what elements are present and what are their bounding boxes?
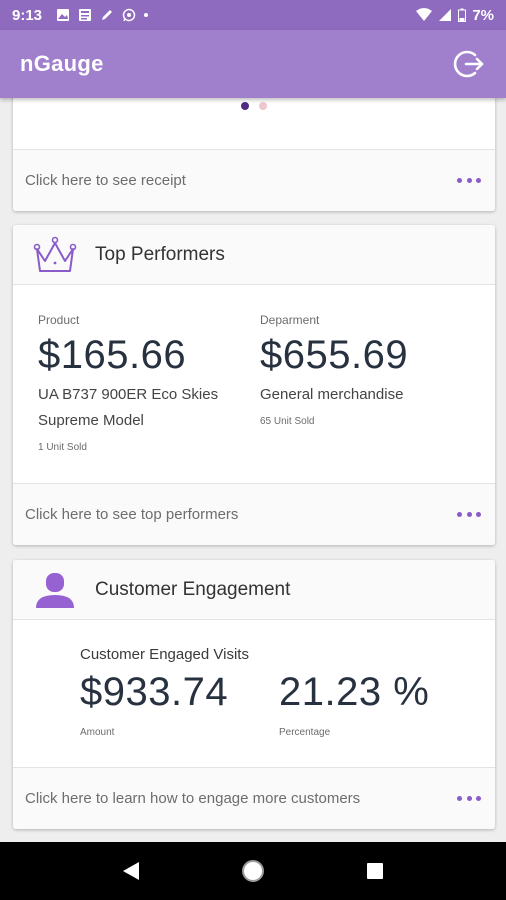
home-icon: [242, 860, 264, 882]
status-time: 9:13: [12, 6, 43, 24]
product-value: $165.66: [38, 333, 187, 377]
back-button[interactable]: [111, 851, 151, 891]
recents-button[interactable]: [355, 851, 395, 891]
percentage-value: 21.23 %: [279, 670, 430, 714]
department-metric: Deparment $655.69 General merchandise 65…: [260, 313, 480, 427]
department-value: $655.69: [260, 333, 409, 377]
receipt-more-button[interactable]: [455, 169, 483, 193]
product-units-sold: 1 Unit Sold: [38, 442, 87, 453]
receipt-card: Click here to see receipt: [13, 98, 495, 211]
engage-customers-link[interactable]: Click here to learn how to engage more c…: [25, 790, 361, 807]
amount-metric: $933.74 Amount: [80, 664, 228, 738]
battery-icon: [458, 8, 467, 22]
image-icon: [57, 9, 70, 21]
battery-percent: 7%: [472, 6, 494, 24]
news-icon: [79, 9, 92, 21]
back-icon: [123, 862, 139, 880]
status-bar: 9:13 7%: [0, 0, 506, 30]
department-name: General merchandise: [260, 386, 404, 403]
engaged-visits-subtitle: Customer Engaged Visits: [80, 646, 249, 663]
top-performers-card: Top Performers Product $165.66 UA B737 9…: [13, 225, 495, 545]
carousel-indicator: [241, 102, 267, 110]
see-top-performers-link[interactable]: Click here to see top performers: [25, 506, 239, 523]
customer-engagement-more-button[interactable]: [455, 787, 483, 811]
see-receipt-link[interactable]: Click here to see receipt: [25, 172, 186, 189]
edit-icon: [102, 10, 113, 20]
navigation-bar: [0, 842, 506, 900]
recents-icon: [367, 863, 383, 879]
receipt-card-footer: Click here to see receipt: [13, 149, 495, 211]
product-label: Product: [38, 313, 80, 327]
top-performers-title: Top Performers: [95, 243, 225, 265]
department-units-sold: 65 Unit Sold: [260, 416, 315, 427]
percentage-label: Percentage: [279, 727, 331, 738]
carousel-dot-active[interactable]: [241, 102, 249, 110]
amount-value: $933.74: [80, 670, 229, 714]
customer-engagement-card: Customer Engagement Customer Engaged Vis…: [13, 560, 495, 829]
notification-dot-icon: [144, 13, 149, 17]
customer-engagement-header: Customer Engagement: [13, 560, 495, 620]
app-title: nGauge: [20, 51, 104, 76]
top-performers-more-button[interactable]: [455, 503, 483, 527]
customer-engagement-title: Customer Engagement: [95, 578, 291, 600]
dashboard-content[interactable]: Click here to see receipt Top Performers…: [0, 98, 506, 842]
person-icon: [36, 572, 74, 608]
product-name-line2: Supreme Model: [38, 412, 144, 429]
wifi-icon: [416, 8, 433, 21]
product-name-line1: UA B737 900ER Eco Skies: [38, 386, 219, 403]
whatsapp-icon: [122, 8, 136, 22]
app-bar: nGauge: [0, 30, 506, 98]
product-metric: Product $165.66 UA B737 900ER Eco Skies …: [38, 313, 248, 453]
product-name: UA B737 900ER Eco Skies Supreme Model: [38, 382, 248, 434]
home-button[interactable]: [233, 851, 273, 891]
amount-label: Amount: [80, 727, 115, 738]
carousel-dot[interactable]: [259, 102, 267, 110]
logout-icon: [453, 50, 484, 78]
department-label: Deparment: [260, 313, 320, 327]
top-performers-footer: Click here to see top performers: [13, 483, 495, 545]
top-performers-header: Top Performers: [13, 225, 495, 285]
crown-icon: [33, 236, 77, 272]
logout-button[interactable]: [452, 47, 486, 81]
customer-engagement-footer: Click here to learn how to engage more c…: [13, 767, 495, 829]
percentage-metric: 21.23 % Percentage: [279, 664, 429, 738]
signal-icon: [439, 9, 452, 21]
